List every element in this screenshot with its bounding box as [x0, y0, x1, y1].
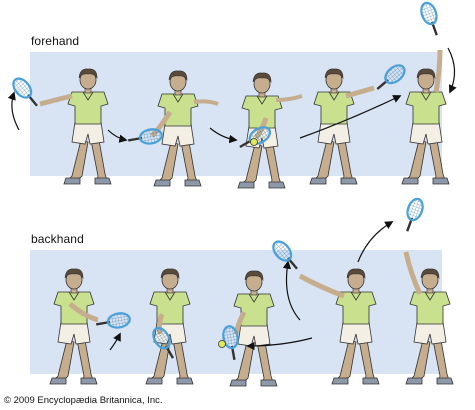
forehand-title: forehand	[31, 34, 80, 48]
forehand-racket-5	[417, 0, 445, 39]
forehand-racket-2	[125, 126, 165, 149]
forehand-player-5	[401, 68, 450, 185]
forehand-player-1	[63, 68, 112, 185]
backhand-arrow-2	[246, 337, 313, 351]
forehand-arrow-4	[299, 95, 402, 139]
forehand-racket-1	[8, 73, 44, 112]
forehand-arrow-1	[7, 91, 20, 131]
ball-icon	[250, 138, 258, 146]
backhand-background	[30, 250, 442, 374]
backhand-racket-1	[93, 310, 133, 333]
backhand-player-5	[405, 268, 454, 385]
backhand-player-4	[331, 268, 380, 385]
backhand-title: backhand	[31, 232, 84, 246]
backhand-arrow-4	[357, 221, 394, 263]
forehand-arrow-5	[447, 47, 457, 94]
backhand-player-1	[49, 268, 98, 385]
backhand-ball-icon	[218, 340, 226, 348]
backhand-player-2	[145, 268, 194, 385]
forehand-arrow-3	[209, 127, 238, 144]
backhand-racket-5	[399, 195, 427, 235]
backhand-arrow-3	[282, 260, 301, 321]
forehand-player-4	[309, 68, 358, 185]
forehand-arrow-2	[107, 129, 128, 143]
copyright-notice: © 2009 Encyclopædia Britannica, Inc.	[4, 395, 163, 406]
backhand-racket-4	[268, 236, 304, 275]
forehand-racket-4	[371, 60, 410, 96]
backhand-arrow-1	[109, 332, 121, 351]
